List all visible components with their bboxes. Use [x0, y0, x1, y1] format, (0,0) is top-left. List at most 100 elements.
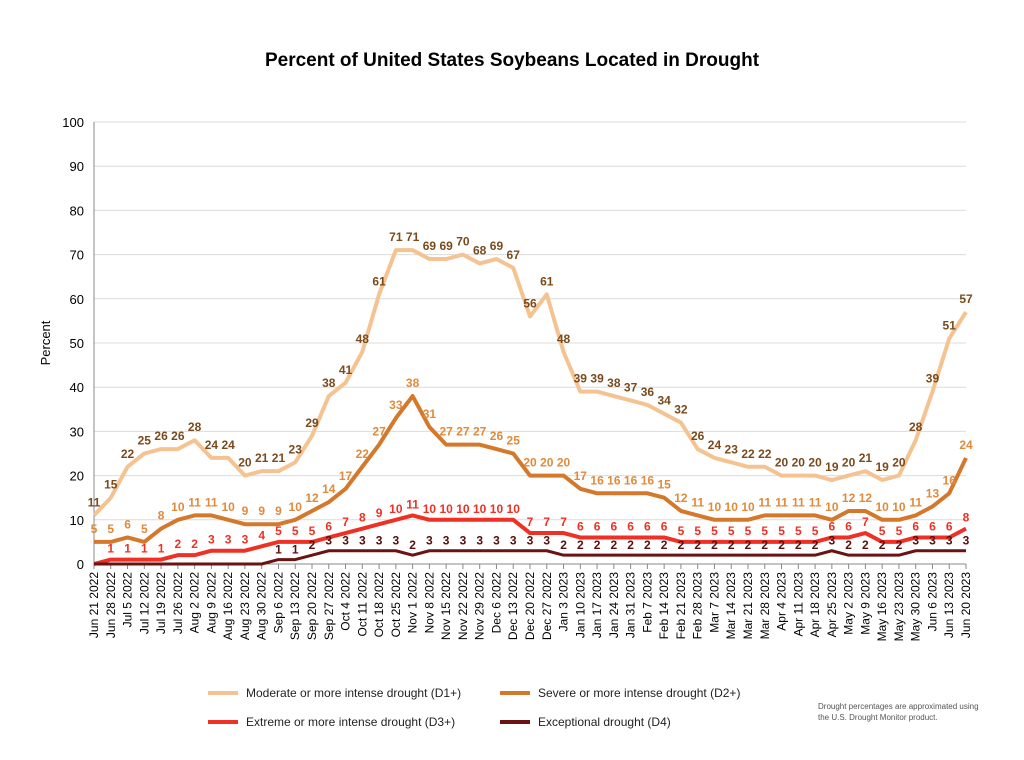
data-label: 5	[812, 524, 819, 538]
y-tick-label: 30	[70, 424, 84, 439]
data-label: 25	[507, 434, 521, 448]
data-label: 12	[305, 491, 319, 505]
data-label: 39	[590, 372, 604, 386]
data-label: 61	[540, 274, 554, 288]
x-tick-label: Aug 9 2022	[204, 572, 218, 634]
data-label: 1	[124, 542, 131, 556]
data-label: 3	[359, 534, 366, 548]
data-label: 10	[507, 502, 521, 516]
data-label: 2	[761, 538, 768, 552]
data-label: 12	[859, 491, 873, 505]
data-label: 22	[758, 447, 772, 461]
data-label: 19	[875, 460, 889, 474]
data-label: 20	[842, 456, 856, 470]
x-tick-label: Dec 13 2022	[506, 572, 520, 640]
data-label: 28	[909, 420, 923, 434]
data-label: 16	[590, 473, 604, 487]
data-label: 15	[104, 478, 118, 492]
data-label: 6	[627, 519, 634, 533]
x-tick-label: Dec 6 2022	[489, 572, 503, 634]
data-label: 2	[577, 538, 584, 552]
data-label: 6	[594, 519, 601, 533]
data-label: 12	[842, 491, 856, 505]
data-label: 10	[708, 500, 722, 514]
x-tick-label: Jun 20 2023	[959, 572, 973, 638]
data-label: 10	[439, 502, 453, 516]
legend-label-d3: Extreme or more intense drought (D3+)	[246, 715, 456, 729]
y-tick-label: 20	[70, 469, 84, 484]
data-label: 6	[611, 519, 618, 533]
data-label: 32	[674, 403, 688, 417]
data-label: 69	[439, 239, 453, 253]
x-tick-label: Aug 30 2022	[255, 572, 269, 640]
data-label: 5	[896, 524, 903, 538]
legend-swatch-d1	[208, 691, 238, 695]
data-label: 2	[409, 538, 416, 552]
data-label: 71	[406, 230, 420, 244]
data-label: 17	[574, 469, 588, 483]
series-line-2	[94, 394, 968, 544]
data-label: 16	[624, 473, 638, 487]
x-tick-label: Oct 25 2022	[389, 572, 403, 638]
data-label: 8	[158, 509, 165, 523]
data-label: 69	[490, 239, 504, 253]
data-label: 5	[141, 522, 148, 536]
data-label: 3	[929, 534, 936, 548]
data-label: 39	[926, 372, 940, 386]
data-label: 20	[775, 456, 789, 470]
data-label: 10	[221, 500, 235, 514]
data-label: 3	[376, 534, 383, 548]
data-label: 6	[124, 517, 131, 531]
data-label: 26	[154, 429, 168, 443]
x-tick-label: Mar 14 2023	[724, 572, 738, 640]
x-tick-label: Dec 27 2022	[540, 572, 554, 640]
data-label: 3	[493, 534, 500, 548]
data-label: 57	[959, 292, 973, 306]
data-label: 14	[322, 482, 336, 496]
data-label: 6	[929, 519, 936, 533]
data-label: 21	[272, 451, 286, 465]
data-label: 11	[691, 495, 704, 509]
data-label: 10	[892, 500, 906, 514]
data-label: 1	[292, 543, 299, 557]
data-label: 33	[389, 398, 403, 412]
x-tick-label: Mar 7 2023	[707, 572, 721, 633]
data-label: 5	[275, 524, 282, 538]
y-tick-label: 50	[70, 336, 84, 351]
data-label: 3	[426, 534, 433, 548]
data-label: 69	[423, 239, 437, 253]
data-label: 27	[473, 425, 487, 439]
x-tick-label: Feb 14 2023	[657, 572, 671, 640]
x-tick-label: Jul 5 2022	[121, 572, 135, 628]
data-label: 6	[829, 519, 836, 533]
data-label: 3	[829, 534, 836, 548]
data-label: 5	[711, 524, 718, 538]
data-label: 5	[879, 524, 886, 538]
legend-item-d4: Exceptional drought (D4)	[500, 715, 671, 729]
x-tick-label: Jan 10 2023	[573, 572, 587, 638]
data-label: 2	[627, 538, 634, 552]
data-label: 28	[188, 420, 202, 434]
x-tick-label: Jun 6 2023	[925, 572, 939, 632]
data-label: 39	[574, 372, 588, 386]
data-label: 10	[825, 500, 839, 514]
data-label: 17	[339, 469, 353, 483]
data-label: 7	[527, 515, 534, 529]
data-label: 5	[107, 522, 114, 536]
data-label: 26	[171, 429, 185, 443]
x-tick-label: Jul 12 2022	[137, 572, 151, 634]
data-label: 5	[745, 524, 752, 538]
data-label: 6	[325, 519, 332, 533]
x-tick-label: May 2 2023	[842, 572, 856, 635]
data-label: 10	[423, 502, 437, 516]
data-label: 2	[745, 538, 752, 552]
data-label: 10	[289, 500, 303, 514]
data-label: 31	[423, 407, 437, 421]
x-tick-label: Nov 15 2022	[439, 572, 453, 640]
data-label: 36	[641, 385, 655, 399]
data-label: 68	[473, 243, 487, 257]
data-label: 1	[275, 543, 282, 557]
data-label: 2	[862, 538, 869, 552]
data-label: 38	[322, 376, 336, 390]
